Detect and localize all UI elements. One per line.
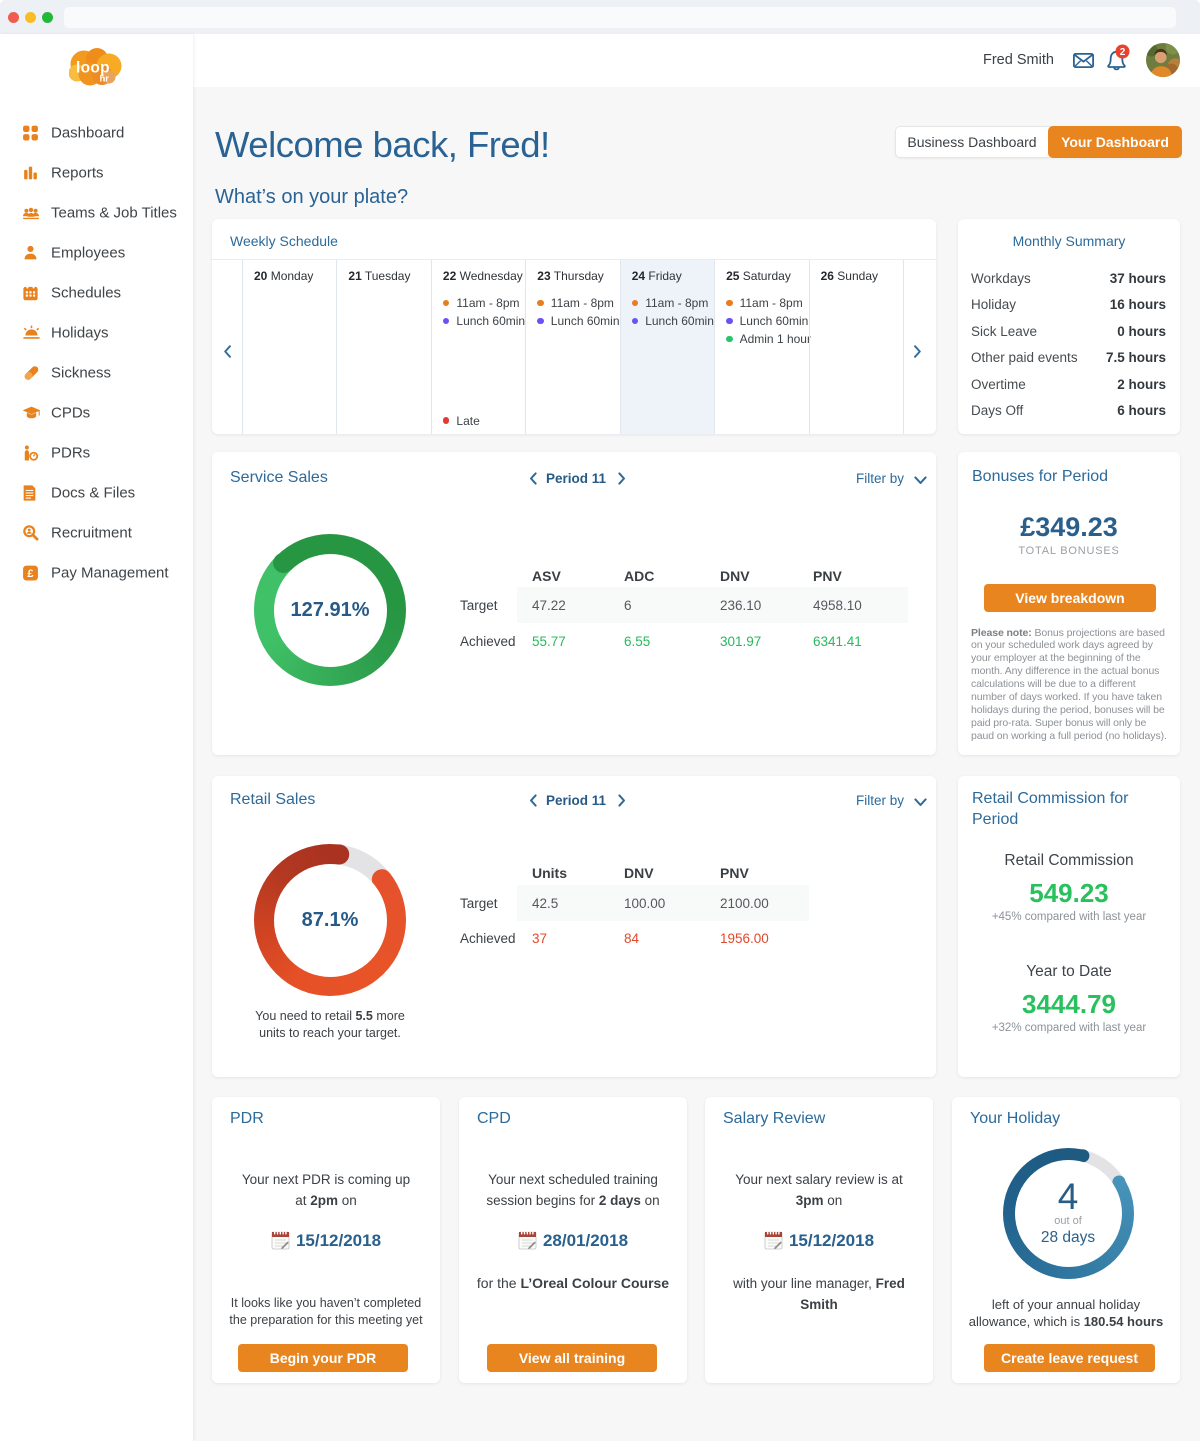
svg-text:loop: loop [76,60,110,77]
svg-text:hr: hr [100,74,110,85]
svg-text:£: £ [27,568,34,580]
svg-text:2: 2 [1120,47,1126,58]
